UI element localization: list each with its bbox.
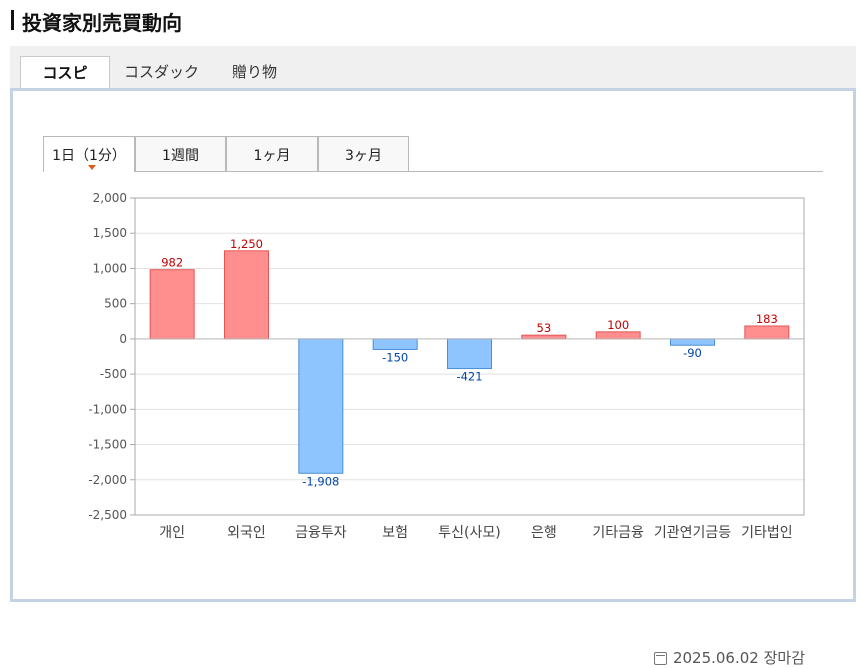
bar — [447, 338, 492, 370]
y-tick-label: 1,000 — [93, 261, 127, 275]
period-tab-bar: 1日（1分） 1週間 1ヶ月 3ヶ月 — [43, 136, 823, 172]
bar — [372, 338, 418, 350]
data-label: 53 — [537, 321, 552, 335]
x-category-label: 기타법인 — [741, 525, 793, 541]
bar — [595, 331, 641, 340]
tab-gift[interactable]: 贈り物 — [232, 63, 278, 81]
tab-period-1week[interactable]: 1週間 — [135, 136, 226, 171]
x-category-label: 외국인 — [227, 525, 266, 541]
bar — [744, 325, 790, 340]
y-tick-label: 0 — [119, 332, 127, 346]
x-category-label: 기타금융 — [592, 525, 644, 541]
bar — [521, 334, 567, 340]
data-label: -150 — [382, 350, 408, 364]
investor-trading-chart: 2,000 1,500 1,000 500 0 -500 -1,000 -1,500 -2,00… — [88, 191, 805, 541]
market-tab-bar: コスピ コスダック 贈り物 — [10, 46, 856, 88]
tab-period-1day-label: 1日（1分） — [52, 148, 126, 164]
y-tick-label: -2,000 — [88, 473, 127, 487]
tab-kospi[interactable]: コスピ — [20, 56, 110, 88]
y-tick-label: -1,500 — [88, 438, 127, 452]
x-category-label: 기관연기금등 — [654, 525, 731, 541]
y-tick-label: -1,000 — [88, 402, 127, 416]
bar — [670, 338, 715, 346]
bar — [224, 250, 269, 340]
x-category-label: 보험 — [382, 525, 408, 541]
y-tick-label: 2,000 — [93, 191, 127, 205]
data-label: -421 — [456, 370, 482, 384]
active-tab-indicator-icon — [88, 165, 96, 170]
data-label: 100 — [607, 318, 629, 332]
y-tick-label: -2,500 — [88, 508, 127, 522]
data-label: -90 — [683, 346, 702, 360]
x-category-label: 은행 — [531, 525, 557, 541]
plot-frame — [134, 197, 805, 516]
data-label: 982 — [161, 256, 183, 270]
footer-timestamp: 2025.06.02 장마감 — [672, 649, 805, 667]
tab-period-1month[interactable]: 1ヶ月 — [226, 136, 318, 171]
chart-panel: 1日（1分） 1週間 1ヶ月 3ヶ月 2,000 1,500 1,000 500 0 -5… — [10, 88, 856, 667]
y-tick-label: 500 — [104, 297, 127, 311]
bar — [298, 338, 344, 474]
chart-footer: 2025.06.02 장마감 — [653, 647, 805, 668]
data-label: 183 — [756, 312, 778, 326]
x-category-label: 금융투자 — [295, 525, 347, 541]
data-label: -1,908 — [302, 474, 339, 488]
y-tick-label: -500 — [100, 367, 127, 381]
calendar-clock-icon — [653, 652, 667, 665]
tab-period-3month[interactable]: 3ヶ月 — [318, 136, 409, 171]
data-label: 1,250 — [230, 237, 263, 251]
page-title: 投資家別売買動向 — [22, 11, 182, 35]
bar — [149, 269, 195, 340]
x-category-label: 투신(사모) — [438, 525, 500, 541]
y-tick-label: 1,500 — [93, 226, 127, 240]
x-category-label: 개인 — [159, 525, 185, 541]
tab-kosdaq[interactable]: コスダック — [124, 63, 200, 81]
title-accent-bar — [11, 10, 14, 30]
